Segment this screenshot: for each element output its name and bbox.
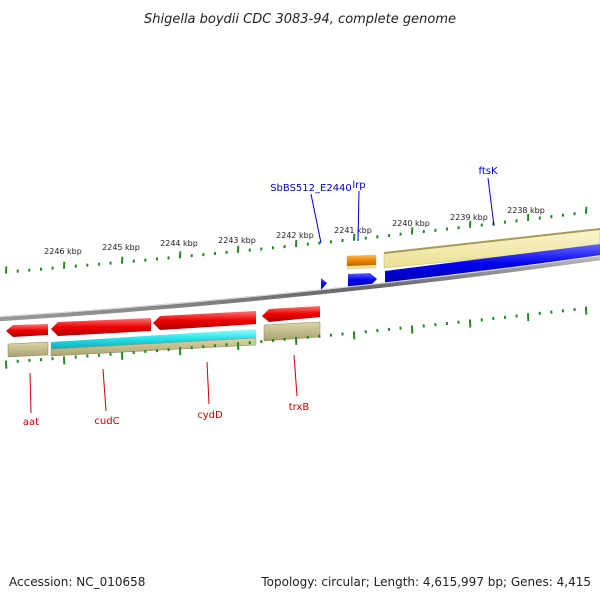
map-title: Shigella boydii CDC 3083-94, complete ge… [144, 12, 456, 27]
gene-box-cudC-cydD[interactable] [50, 337, 257, 357]
scale-ruler-bottom [5, 306, 588, 369]
cds-arrow-aat[interactable] [6, 324, 48, 337]
gene-box-trxB[interactable] [263, 321, 321, 342]
rna-feature-lrp[interactable] [347, 255, 376, 266]
scale-label: 2246 kbp [44, 247, 82, 256]
leader-line-cydD [206, 361, 210, 405]
genome-backbone-highlight [0, 255, 600, 318]
cds-arrow-cudC[interactable] [51, 318, 151, 336]
scale-label: 2238 kbp [507, 206, 545, 215]
genome-backbone [0, 255, 600, 322]
cds-arrow-cydD[interactable] [153, 311, 256, 330]
topology-text: Topology: circular; Length: 4,615,997 bp… [260, 575, 591, 589]
cds-arrow-trxB[interactable] [262, 306, 320, 322]
scale-label: 2245 kbp [102, 243, 140, 252]
cds-arrow-ftsK[interactable] [385, 244, 600, 284]
gene-label-SbBS512_E2440[interactable]: SbBS512_E2440 [270, 183, 352, 194]
gene-box-ftsK-edge [383, 228, 600, 254]
cds-arrow-SbBS512_E2440[interactable] [321, 278, 327, 290]
scale-label: 2243 kbp [218, 236, 256, 245]
scale-label: 2241 kbp [334, 226, 372, 235]
scale-label: 2239 kbp [450, 213, 488, 222]
feature-cyan-cydD[interactable] [51, 329, 256, 349]
cds-arrow-lrp[interactable] [348, 273, 377, 287]
leader-line-SbBS512_E2440 [310, 193, 322, 244]
gene-box-aat[interactable] [7, 341, 49, 358]
scale-ruler-top [5, 206, 588, 274]
leader-line-aat [29, 372, 32, 414]
leader-line-trxB [293, 354, 298, 397]
gene-label-ftsK[interactable]: ftsK [478, 166, 497, 177]
gene-label-aat[interactable]: aat [23, 417, 39, 428]
scale-label: 2240 kbp [392, 219, 430, 228]
gene-label-trxB[interactable]: trxB [289, 402, 310, 413]
accession-text: Accession: NC_010658 [9, 575, 145, 589]
gene-label-cydD[interactable]: cydD [197, 410, 223, 421]
scale-label: 2244 kbp [160, 239, 198, 248]
leader-line-cudC [102, 368, 107, 412]
gene-label-cudC[interactable]: cudC [94, 416, 119, 427]
leader-line-ftsK [487, 177, 495, 227]
scale-label: 2242 kbp [276, 231, 314, 240]
leader-line-lrp [357, 190, 360, 242]
gene-label-lrp[interactable]: lrp [352, 180, 365, 191]
